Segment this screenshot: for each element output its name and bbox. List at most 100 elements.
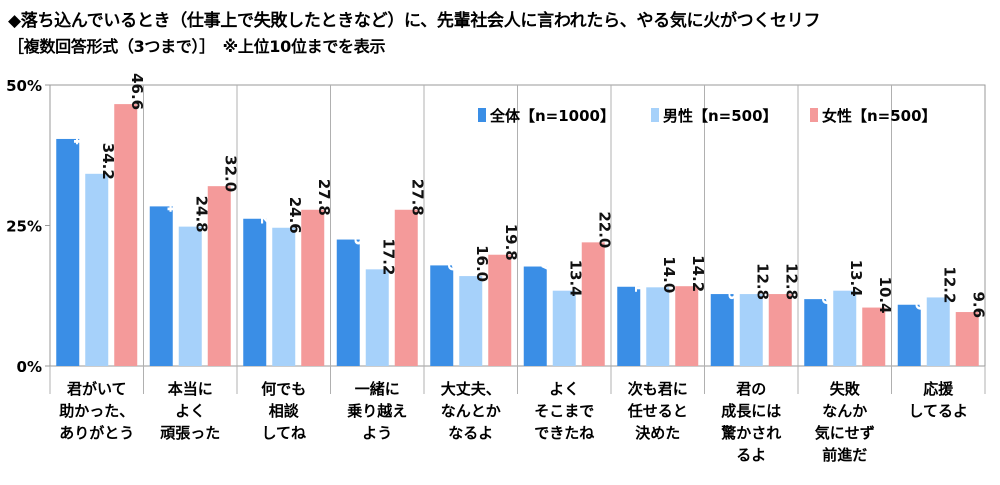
y-tick-label: 50% [6, 77, 42, 95]
category-label: なんとか [441, 402, 501, 420]
category-label: 頑張った [159, 424, 220, 442]
category-label: 失敗 [830, 380, 861, 398]
bar-1 [430, 265, 454, 366]
legend-label: 男性【n=500】 [663, 107, 778, 125]
bar-1 [149, 206, 173, 366]
bar-value-label: 12.2 [940, 266, 958, 303]
bar-value-label: 46.6 [128, 73, 146, 110]
bar-3 [768, 294, 792, 366]
bar-2 [85, 173, 109, 366]
category-label: 驚かされ [720, 424, 781, 442]
bar-2 [552, 290, 576, 366]
bar-value-label: 14.2 [689, 255, 707, 292]
category-label: してね [261, 424, 306, 442]
bar-value-label: 28.4 [163, 175, 181, 212]
chart-subtitle: ［複数回答形式（3つまで）］ ※上位10位までを表示 [8, 37, 386, 56]
bar-1 [617, 286, 641, 366]
bar-3 [862, 307, 886, 366]
legend-swatch-3 [810, 108, 818, 122]
bar-3 [488, 254, 512, 366]
y-tick-label: 0% [17, 358, 42, 376]
bar-3 [955, 312, 979, 366]
bar-value-label: 24.8 [192, 196, 210, 233]
category-label: よく [549, 380, 579, 398]
category-label: ありがとう [59, 424, 134, 442]
category-label: 任せると [627, 402, 688, 420]
category-label: してるよ [908, 402, 968, 420]
bar-value-label: 16.0 [473, 245, 491, 282]
bar-value-label: 13.4 [847, 260, 865, 297]
category-label: 助かった、 [59, 402, 134, 420]
bar-1 [710, 294, 734, 366]
category-label: 決めた [635, 424, 680, 442]
bar-1 [56, 138, 80, 366]
category-label: なんか [822, 402, 867, 420]
bar-2 [272, 227, 296, 366]
bar-2 [833, 290, 857, 366]
bar-value-label: 17.2 [379, 238, 397, 275]
category-label: 気にせず [815, 424, 875, 442]
bar-value-label: 22.5 [350, 209, 368, 246]
bar-value-label: 24.6 [286, 197, 304, 234]
legend-label: 女性【n=500】 [822, 107, 937, 125]
category-label: できたね [534, 424, 594, 442]
category-label: よう [362, 424, 392, 442]
bar-value-label: 12.8 [753, 263, 771, 300]
category-label: 一緒に [355, 380, 400, 398]
bar-value-label: 11.9 [818, 268, 836, 305]
bar-value-label: 40.4 [70, 108, 88, 145]
bar-value-label: 12.8 [782, 263, 800, 300]
legend-swatch-2 [651, 108, 659, 122]
bar-value-label: 10.9 [911, 274, 929, 311]
bar-value-label: 14.0 [660, 256, 678, 293]
category-label: 君がいて [67, 380, 127, 398]
bar-value-label: 17.9 [444, 234, 462, 271]
bar-value-label: 34.2 [99, 143, 117, 180]
bar-value-label: 9.6 [969, 291, 987, 318]
bar-1 [804, 299, 828, 366]
bar-2 [459, 276, 483, 366]
category-label: るよ [736, 446, 766, 464]
bar-1 [897, 304, 921, 366]
bar-2 [365, 269, 389, 366]
bar-3 [207, 186, 231, 366]
category-label: 前進だ [822, 446, 867, 464]
bar-value-label: 22.0 [595, 211, 613, 248]
bar-value-label: 27.8 [408, 179, 426, 216]
bar-value-label: 13.4 [566, 260, 584, 297]
chart-title: ◆落ち込んでいるとき（仕事上で失敗したときなど）に、先輩社会人に言われたら、やる… [8, 11, 821, 31]
bar-3 [114, 104, 138, 366]
category-label: 本当に [168, 380, 213, 398]
category-label: そこまで [534, 402, 594, 420]
category-label: 大丈夫、 [441, 380, 501, 398]
category-label: なるよ [448, 424, 493, 442]
bar-2 [926, 297, 950, 366]
bar-3 [675, 286, 699, 366]
bar-2 [178, 226, 202, 366]
bar-3 [581, 242, 605, 366]
category-label: 相談 [269, 402, 300, 420]
category-label: 乗り越え [347, 402, 407, 420]
category-label: よく [175, 402, 205, 420]
bar-value-label: 19.8 [502, 224, 520, 261]
bar-value-label: 26.2 [257, 188, 275, 225]
bar-2 [739, 294, 763, 366]
category-label: 何でも [261, 380, 306, 398]
legend-swatch-1 [478, 108, 486, 122]
bar-value-label: 14.1 [631, 256, 649, 293]
bar-3 [394, 209, 418, 366]
category-label: 応援 [923, 380, 954, 398]
bar-1 [523, 266, 547, 366]
category-label: 成長には [721, 402, 781, 420]
legend-label: 全体【n=1000】 [489, 107, 615, 125]
bar-1 [243, 218, 267, 366]
y-tick-label: 25% [6, 218, 42, 236]
bar-value-label: 17.7 [537, 236, 555, 273]
category-label: 君の [736, 380, 766, 398]
bar-value-label: 12.8 [724, 263, 742, 300]
bar-value-label: 27.8 [315, 179, 333, 216]
bar-1 [336, 239, 360, 366]
bar-value-label: 10.4 [876, 277, 894, 314]
category-label: 次も君に [628, 380, 688, 398]
